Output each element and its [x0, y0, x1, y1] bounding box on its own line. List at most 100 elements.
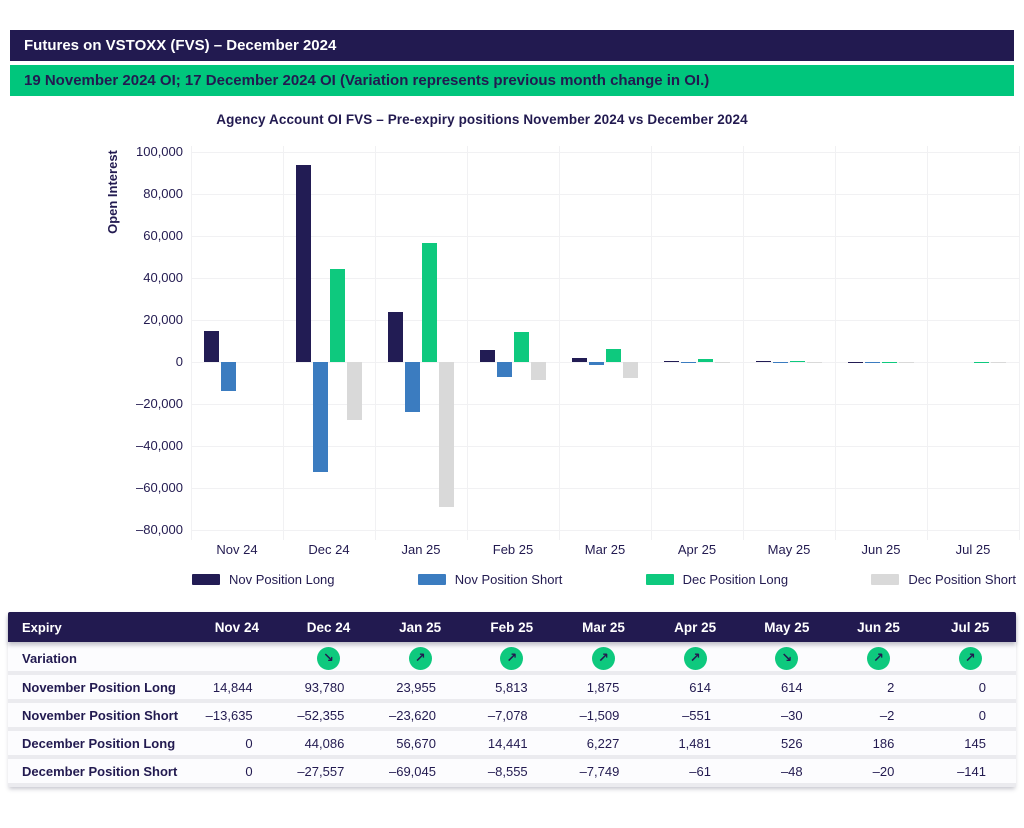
row-label: December Position Long: [22, 735, 176, 751]
bar-nov-position-short-apr-25: [681, 362, 696, 364]
x-tick-label: May 25: [767, 542, 811, 557]
bar-nov-position-short-jan-25: [405, 362, 420, 412]
bar-dec-position-short-jul-25: [991, 362, 1006, 363]
category-separator-line: [467, 146, 468, 540]
value-cell: 6,227: [586, 735, 620, 751]
variation-cell: ↗: [374, 646, 466, 670]
y-gridline: [191, 404, 1019, 405]
bar-dec-position-long-jul-25: [974, 361, 989, 363]
month-header: May 25: [764, 619, 810, 635]
month-header: Nov 24: [214, 619, 259, 635]
bar-nov-position-short-dec-24: [313, 362, 328, 472]
y-tick-label: –60,000: [136, 480, 183, 495]
variation-down-arrow-icon: ↘: [316, 646, 340, 670]
y-tick-label: 80,000: [143, 186, 183, 201]
table-header-row: Expiry Nov 24 Dec 24 Jan 25 Feb 25 Mar 25 Apr …: [8, 612, 1016, 642]
value-cell: 14,441: [487, 735, 528, 751]
y-gridline: [191, 320, 1019, 321]
month-header: Dec 24: [306, 619, 351, 635]
x-tick-label: Nov 24: [216, 542, 258, 557]
y-tick-label: –40,000: [136, 438, 183, 453]
variation-cell: ↗: [924, 646, 1016, 670]
value-cell: –7,749: [579, 763, 620, 779]
bar-nov-position-long-jun-25: [848, 362, 863, 363]
variation-cell: ↘: [283, 646, 375, 670]
bar-dec-position-long-jan-25: [422, 243, 437, 362]
legend-label: Dec Position Short: [908, 571, 1016, 587]
bar-nov-position-short-jun-25: [865, 362, 880, 363]
bar-nov-position-long-may-25: [756, 360, 771, 362]
bar-dec-position-long-feb-25: [514, 331, 529, 362]
category-separator-line: [283, 146, 284, 540]
row-label: Variation: [22, 650, 77, 666]
table-row: November Position Long 14,844 93,780 23,955…: [8, 675, 1016, 703]
y-tick-label: 100,000: [136, 144, 183, 159]
value-cell: –551: [682, 707, 711, 723]
bar-nov-position-short-may-25: [773, 362, 788, 363]
month-header: Feb 25: [490, 619, 534, 635]
value-cell: 1,875: [586, 679, 620, 695]
chart-plot-area: [191, 146, 1020, 540]
legend-swatch-icon: [192, 573, 220, 585]
value-cell: 56,670: [396, 735, 436, 751]
value-cell: –52,355: [297, 707, 345, 723]
y-tick-label: 0: [175, 354, 183, 369]
y-gridline: [191, 152, 1019, 153]
category-separator-line: [559, 146, 560, 540]
chart-legend: Nov Position Long Nov Position Short Dec P…: [192, 569, 1016, 589]
value-cell: –2: [879, 707, 895, 723]
y-tick-label: –80,000: [136, 522, 183, 537]
legend-label: Nov Position Long: [229, 571, 335, 587]
bar-dec-position-short-jun-25: [899, 362, 914, 363]
value-cell: 1,481: [678, 735, 711, 751]
value-cell: 526: [780, 735, 803, 751]
legend-label: Nov Position Short: [454, 571, 563, 587]
bar-dec-position-short-mar-25: [623, 362, 638, 379]
value-cell: 186: [872, 735, 895, 751]
value-cell: 44,086: [304, 735, 345, 751]
row-label: December Position Short: [22, 763, 178, 779]
bar-dec-position-long-jun-25: [882, 361, 897, 363]
category-separator-line: [651, 146, 652, 540]
bar-dec-position-short-may-25: [807, 362, 822, 363]
category-separator-line: [191, 146, 192, 540]
value-cell: 0: [245, 763, 253, 779]
table-row: December Position Long 0 44,086 56,670 14,44…: [8, 731, 1016, 759]
category-separator-line: [375, 146, 376, 540]
x-tick-label: Jan 25: [401, 542, 441, 557]
positions-table: Expiry Nov 24 Dec 24 Jan 25 Feb 25 Mar 25 Apr …: [8, 612, 1016, 787]
month-header: Apr 25: [674, 619, 717, 635]
x-tick-label: Feb 25: [492, 542, 534, 557]
page-title: Futures on VSTOXX (FVS) – December 2024: [10, 30, 1014, 61]
value-cell: –1,509: [579, 707, 620, 723]
y-tick-label: –20,000: [136, 396, 183, 411]
y-gridline: [191, 488, 1019, 489]
legend-item-nov-position-short: Nov Position Short: [417, 571, 563, 587]
y-tick-label: 60,000: [143, 228, 183, 243]
info-banner: 19 November 2024 OI; 17 December 2024 OI…: [10, 65, 1014, 96]
bar-nov-position-short-mar-25: [589, 362, 604, 366]
legend-item-dec-position-short: Dec Position Short: [871, 572, 1016, 587]
variation-up-arrow-icon: ↗: [866, 646, 890, 670]
month-header: Mar 25: [582, 619, 625, 635]
value-cell: –20: [872, 763, 895, 779]
table-row: December Position Short 0 –27,557 –69,045 –8…: [8, 759, 1016, 787]
value-cell: –23,620: [388, 707, 436, 723]
y-tick-label: 20,000: [143, 312, 183, 327]
legend-swatch-icon: [645, 573, 674, 585]
bar-dec-position-long-may-25: [790, 360, 805, 362]
bar-dec-position-long-apr-25: [698, 358, 713, 362]
bar-dec-position-short-apr-25: [715, 362, 730, 363]
x-tick-label: Jul 25: [955, 542, 991, 557]
legend-label: Dec Position Long: [682, 571, 789, 587]
category-separator-line: [835, 146, 836, 540]
value-cell: –13,635: [205, 707, 253, 723]
x-tick-label: Jun 25: [861, 542, 901, 557]
row-label: November Position Short: [22, 707, 179, 723]
bar-dec-position-short-feb-25: [531, 362, 546, 380]
value-cell: 2: [887, 679, 895, 695]
bar-nov-position-short-feb-25: [497, 362, 512, 377]
chart-title: Agency Account OI FVS – Pre-expiry posit…: [216, 112, 748, 127]
category-separator-line: [927, 146, 928, 540]
